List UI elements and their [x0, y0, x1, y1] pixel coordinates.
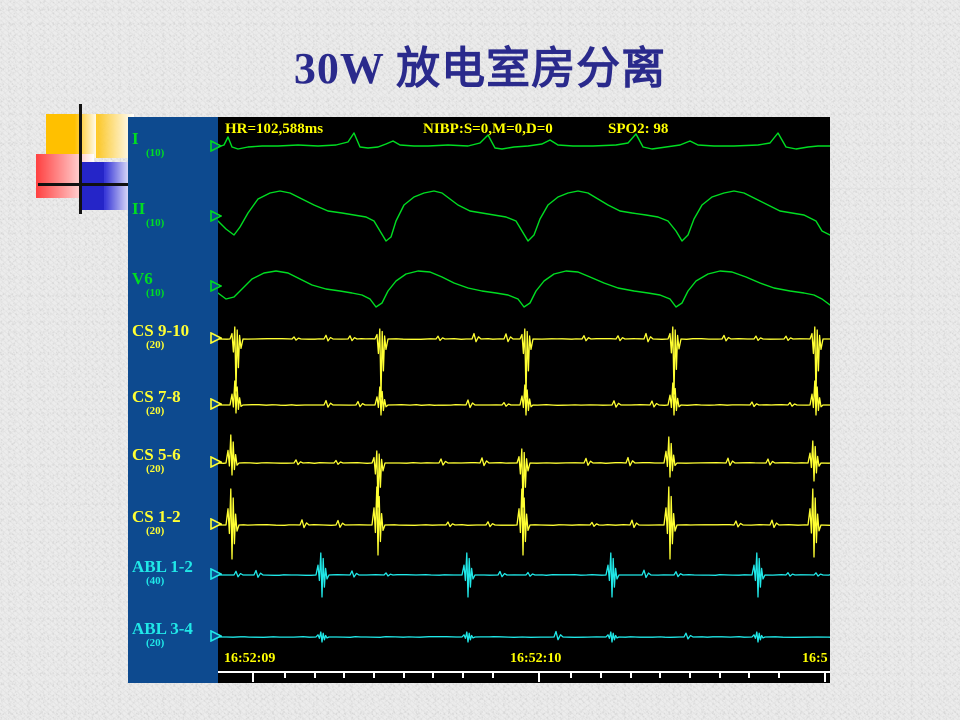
trace-cs-5-6 — [218, 434, 830, 508]
channel-cursor-triangle-icon[interactable] — [210, 630, 222, 642]
timeline-minor-tick — [778, 671, 780, 678]
timeline-major-tick — [538, 671, 540, 682]
timeline-major-tick — [824, 671, 826, 682]
timeline-minor-tick — [492, 671, 494, 678]
status-bar: HR=102,588ms NIBP:S=0,M=0,D=0 SPO2: 98 — [218, 119, 830, 139]
channel-label-ii[interactable]: II (10) — [132, 200, 224, 230]
channel-gain: (10) — [146, 287, 165, 299]
timeline-minor-tick — [343, 671, 345, 678]
deco-vertical-line — [79, 104, 82, 214]
timeline-baseline — [218, 671, 830, 673]
status-hr: HR=102,588ms — [225, 121, 324, 137]
ecg-recording-window[interactable]: HR=102,588ms NIBP:S=0,M=0,D=0 SPO2: 98 I… — [128, 117, 830, 683]
channel-gain: (20) — [146, 405, 165, 417]
channel-label-abl-3-4[interactable]: ABL 3-4 (20) — [132, 620, 224, 650]
channel-name: CS 5-6 — [132, 445, 181, 464]
timeline-minor-tick — [284, 671, 286, 678]
page-title: 30W 放电室房分离 — [293, 44, 667, 93]
trace-v6 — [218, 270, 830, 308]
channel-name: CS 7-8 — [132, 387, 181, 406]
channel-name: ABL 3-4 — [132, 619, 193, 638]
decorative-corner-graphic — [36, 104, 138, 214]
timeline-label: 16:5 — [802, 651, 828, 666]
channel-cursor-triangle-icon[interactable] — [210, 518, 222, 530]
timeline-minor-tick — [689, 671, 691, 678]
timeline-major-tick — [252, 671, 254, 682]
slide-accent-rule — [828, 188, 924, 189]
timeline-minor-tick — [600, 671, 602, 678]
timeline-axis-bar: 16:52:09 16:52:10 16:5 — [218, 649, 830, 683]
channel-name: CS 1-2 — [132, 507, 181, 526]
channel-name: I — [132, 129, 139, 148]
trace-cs-1-2 — [218, 486, 830, 560]
deco-yellow-square — [46, 114, 98, 158]
timeline-minor-tick — [462, 671, 464, 678]
timeline-label: 16:52:09 — [224, 651, 276, 666]
waveform-canvas-area[interactable] — [218, 117, 830, 683]
channel-name: II — [132, 199, 146, 218]
channel-cursor-triangle-icon[interactable] — [210, 456, 222, 468]
timeline-minor-tick — [403, 671, 405, 678]
timeline-minor-tick — [719, 671, 721, 678]
trace-abl-1-2 — [218, 552, 830, 598]
channel-label-v6[interactable]: V6 (10) — [132, 270, 224, 300]
deco-yellow-fade-square — [96, 114, 134, 158]
channel-label-cs-5-6[interactable]: CS 5-6 (20) — [132, 446, 224, 476]
channel-name: CS 9-10 — [132, 321, 190, 340]
trace-ii — [218, 190, 830, 242]
timeline-minor-tick — [373, 671, 375, 678]
channel-label-abl-1-2[interactable]: ABL 1-2 (40) — [132, 558, 224, 588]
channel-gain: (20) — [146, 637, 165, 649]
timeline-minor-tick — [748, 671, 750, 678]
channel-gain: (20) — [146, 339, 165, 351]
channel-cursor-triangle-icon[interactable] — [210, 568, 222, 580]
channel-gain: (20) — [146, 525, 165, 537]
status-nibp: NIBP:S=0,M=0,D=0 — [423, 121, 553, 137]
waveform-traces — [218, 132, 830, 643]
channel-label-sidebar — [128, 117, 218, 683]
channel-gain: (10) — [146, 217, 165, 229]
trace-cs-9-10 — [218, 326, 830, 398]
timeline-label: 16:52:10 — [510, 651, 562, 666]
channel-cursor-triangle-icon[interactable] — [210, 398, 222, 410]
channel-name: V6 — [132, 269, 153, 288]
channel-gain: (40) — [146, 575, 165, 587]
trace-abl-3-4 — [218, 630, 830, 643]
channel-cursor-triangle-icon[interactable] — [210, 280, 222, 292]
timeline-minor-tick — [659, 671, 661, 678]
channel-label-cs-1-2[interactable]: CS 1-2 (20) — [132, 508, 224, 538]
status-spo2: SPO2: 98 — [608, 121, 669, 137]
timeline-minor-tick — [570, 671, 572, 678]
timeline-minor-tick — [630, 671, 632, 678]
channel-label-cs-9-10[interactable]: CS 9-10 (20) — [132, 322, 224, 352]
channel-name: ABL 1-2 — [132, 557, 193, 576]
channel-gain: (20) — [146, 463, 165, 475]
timeline-minor-tick — [432, 671, 434, 678]
trace-i — [218, 132, 830, 150]
trace-cs-7-8 — [218, 380, 830, 416]
deco-horizontal-line — [38, 183, 138, 186]
channel-gain: (10) — [146, 147, 165, 159]
channel-cursor-triangle-icon[interactable] — [210, 210, 222, 222]
channel-cursor-triangle-icon[interactable] — [210, 332, 222, 344]
channel-cursor-triangle-icon[interactable] — [210, 140, 222, 152]
channel-label-i[interactable]: I (10) — [132, 130, 224, 160]
channel-label-cs-7-8[interactable]: CS 7-8 (20) — [132, 388, 224, 418]
timeline-minor-tick — [314, 671, 316, 678]
deco-blue-accent-square — [82, 162, 104, 210]
